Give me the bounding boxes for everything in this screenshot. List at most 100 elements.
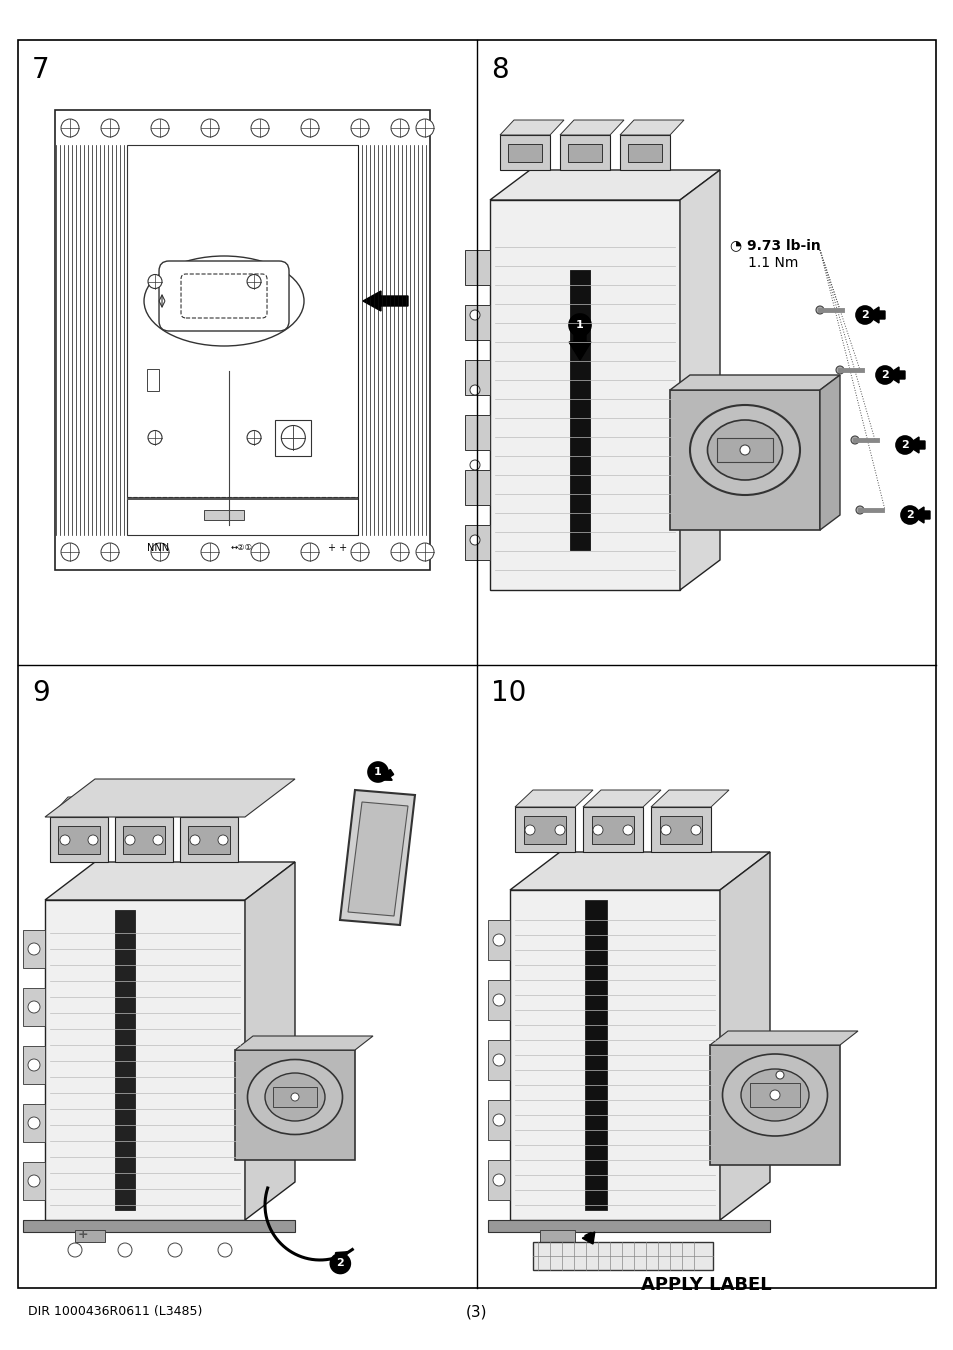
Bar (464, 360, 490, 396)
Text: 1.1 Nm: 1.1 Nm (747, 256, 798, 270)
Bar (488, 919, 510, 960)
Text: 1: 1 (374, 767, 381, 778)
Circle shape (88, 836, 98, 845)
Text: DIR 1000436R0611 (L3485): DIR 1000436R0611 (L3485) (28, 1305, 202, 1319)
Circle shape (493, 934, 504, 946)
Bar (275, 420, 311, 455)
Bar (669, 390, 820, 531)
Bar (515, 807, 575, 852)
Bar (204, 510, 244, 520)
Ellipse shape (721, 1054, 826, 1135)
Polygon shape (669, 375, 840, 390)
Bar (23, 1220, 294, 1233)
Ellipse shape (689, 405, 800, 495)
Bar (582, 807, 642, 852)
Circle shape (470, 460, 479, 470)
Circle shape (493, 1054, 504, 1067)
Polygon shape (234, 1035, 373, 1050)
Circle shape (368, 761, 388, 782)
Polygon shape (45, 863, 294, 900)
Bar (559, 135, 609, 170)
Polygon shape (45, 779, 294, 817)
Bar (45, 900, 245, 1220)
Polygon shape (720, 852, 769, 1220)
Circle shape (301, 543, 318, 562)
Circle shape (391, 543, 409, 562)
Circle shape (416, 119, 434, 136)
Polygon shape (115, 796, 191, 817)
Polygon shape (515, 790, 593, 807)
FancyArrow shape (379, 768, 394, 780)
Circle shape (148, 431, 162, 444)
Bar (464, 250, 490, 285)
Bar (55, 109, 430, 570)
Polygon shape (582, 790, 660, 807)
FancyArrow shape (911, 508, 929, 522)
Text: ◔ 9.73 lb-in: ◔ 9.73 lb-in (729, 238, 820, 252)
Circle shape (493, 1114, 504, 1126)
Ellipse shape (265, 1073, 325, 1120)
Bar (23, 1046, 45, 1084)
FancyArrow shape (363, 292, 408, 311)
Circle shape (555, 825, 564, 836)
Bar (488, 1040, 510, 1080)
Polygon shape (490, 170, 720, 200)
Text: 2: 2 (901, 440, 908, 450)
Bar (123, 826, 165, 855)
Text: 8: 8 (491, 55, 508, 84)
Bar (490, 200, 679, 590)
Text: NNN: NNN (147, 543, 169, 554)
Bar (499, 135, 550, 170)
Bar (180, 817, 237, 863)
Text: 9: 9 (32, 679, 50, 707)
Circle shape (251, 119, 269, 136)
Circle shape (148, 274, 162, 289)
Circle shape (769, 1089, 780, 1100)
FancyBboxPatch shape (181, 274, 267, 319)
Circle shape (201, 119, 219, 136)
Bar (717, 437, 772, 462)
Bar (23, 930, 45, 968)
Bar (23, 988, 45, 1026)
Circle shape (291, 1094, 298, 1102)
Text: APPLY LABEL: APPLY LABEL (640, 1276, 771, 1295)
Circle shape (775, 1071, 783, 1079)
Circle shape (125, 836, 135, 845)
Text: 2: 2 (905, 510, 913, 520)
FancyArrow shape (906, 437, 924, 454)
Bar (115, 817, 172, 863)
FancyArrow shape (866, 306, 884, 323)
Bar (488, 1100, 510, 1139)
Bar (488, 1160, 510, 1200)
Text: ↔②①: ↔②① (231, 544, 253, 552)
Bar (488, 1220, 769, 1233)
Circle shape (61, 119, 79, 136)
FancyBboxPatch shape (159, 261, 289, 331)
Text: 2: 2 (336, 1258, 344, 1269)
Circle shape (493, 1174, 504, 1187)
Polygon shape (499, 120, 563, 135)
Circle shape (251, 543, 269, 562)
Bar (650, 807, 710, 852)
Bar (523, 815, 565, 844)
Ellipse shape (740, 1069, 808, 1120)
Bar (619, 135, 669, 170)
Bar (464, 305, 490, 340)
Polygon shape (50, 796, 126, 817)
Text: (3): (3) (466, 1304, 487, 1319)
Polygon shape (650, 790, 728, 807)
Bar (567, 144, 601, 162)
Bar (23, 1162, 45, 1200)
Circle shape (68, 1243, 82, 1257)
Bar (659, 815, 701, 844)
FancyArrow shape (581, 1233, 594, 1243)
Bar (147, 369, 159, 390)
Circle shape (61, 543, 79, 562)
Circle shape (416, 543, 434, 562)
Circle shape (470, 310, 479, 320)
Circle shape (391, 119, 409, 136)
Circle shape (835, 366, 843, 374)
Bar (75, 1230, 105, 1242)
Text: +: + (77, 1227, 89, 1241)
Bar (23, 1104, 45, 1142)
